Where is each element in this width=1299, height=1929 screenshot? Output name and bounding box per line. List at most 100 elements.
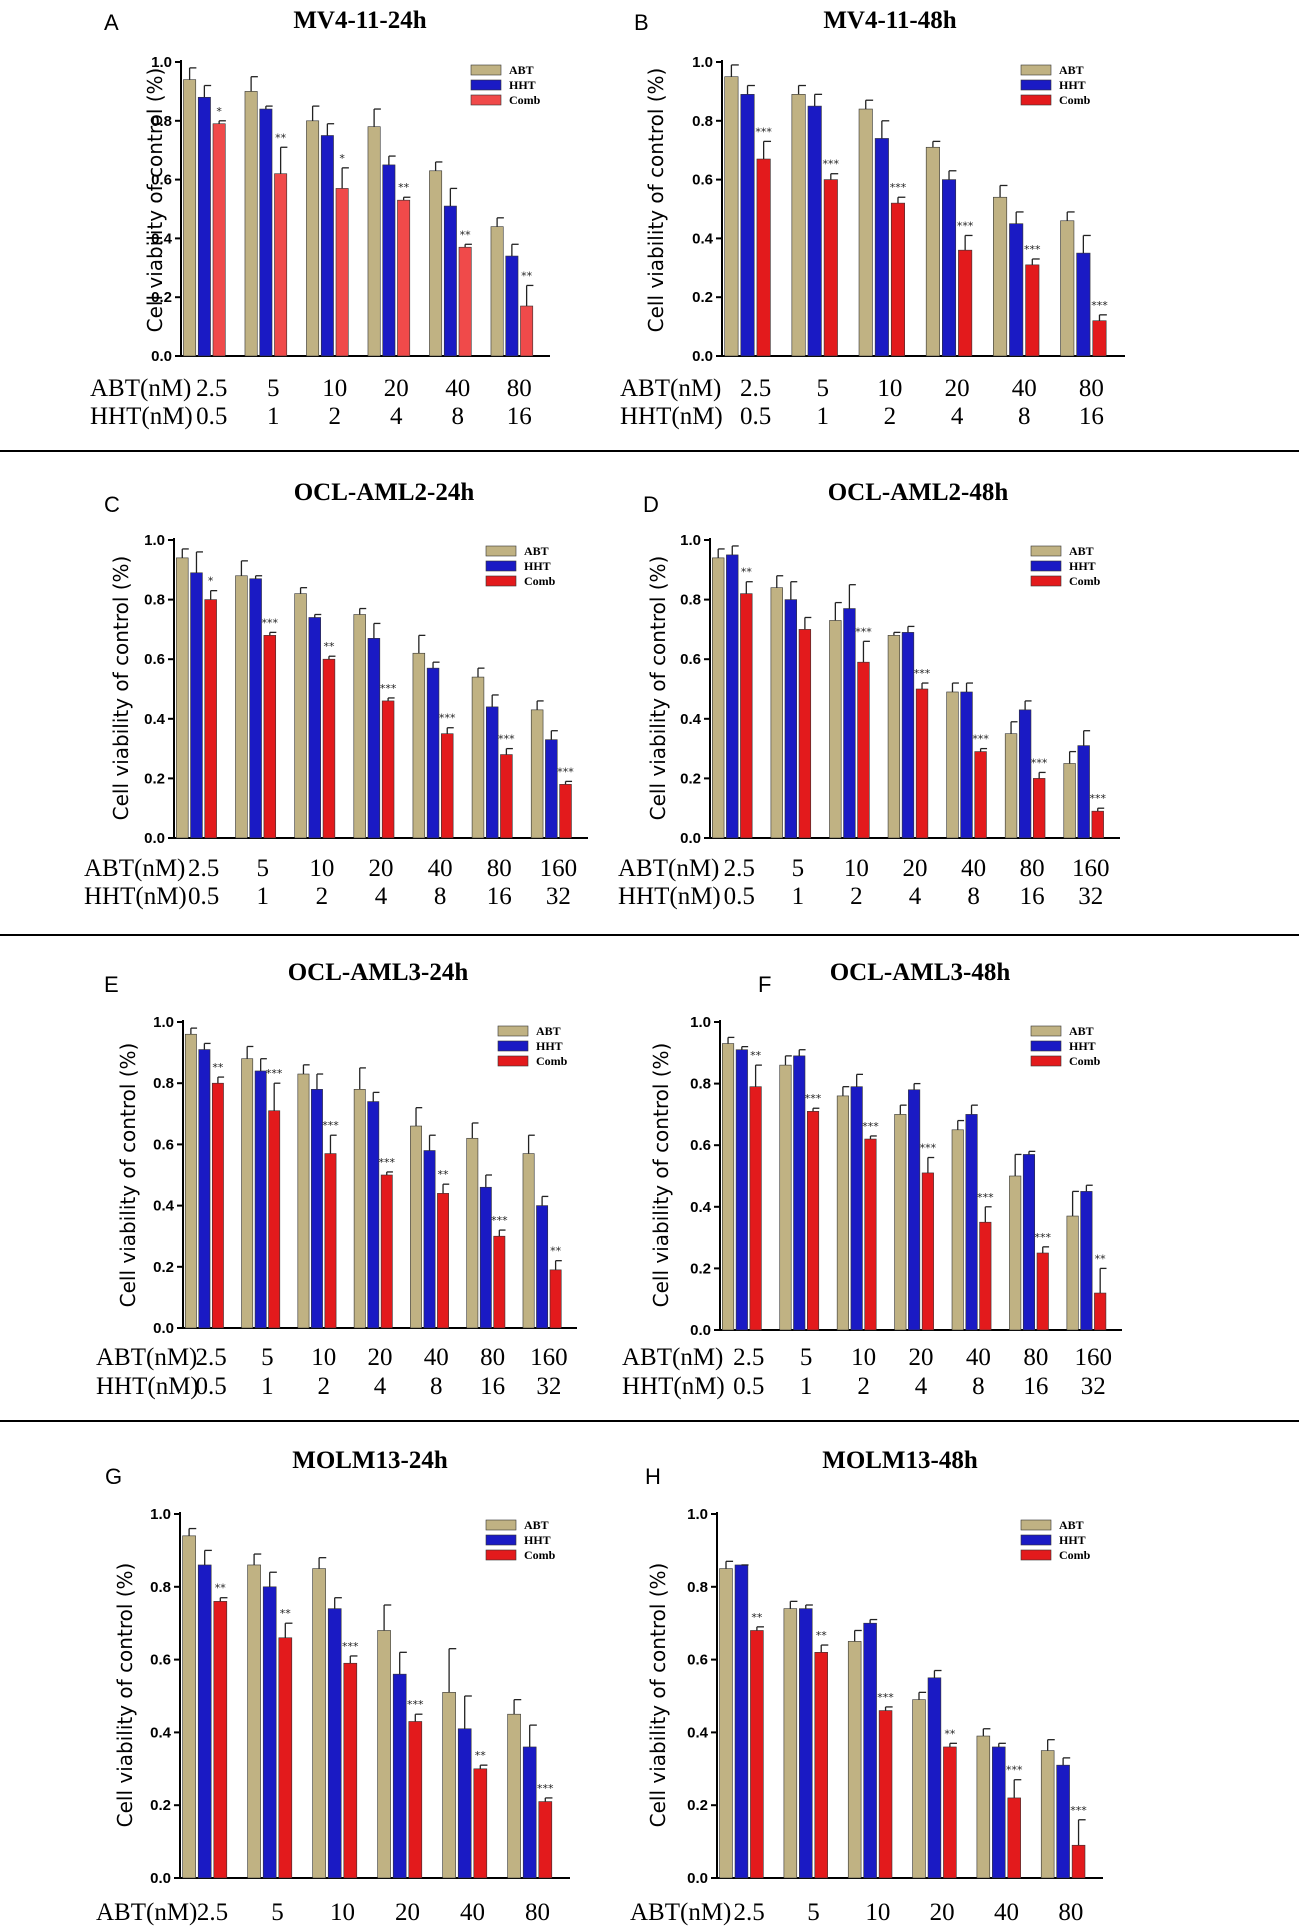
bar-abt bbox=[770, 587, 783, 839]
bar-comb bbox=[437, 1193, 449, 1329]
abt-dose-label: 40 bbox=[460, 1899, 485, 1926]
hht-dose-label: 0.5 bbox=[724, 883, 755, 910]
bar-comb bbox=[798, 629, 812, 839]
hht-dose-label: 2 bbox=[850, 883, 863, 910]
abt-dose-label: 80 bbox=[480, 1344, 505, 1371]
hht-dose-label: 8 bbox=[1018, 403, 1031, 430]
abt-row-label: ABT(nM) bbox=[630, 1899, 731, 1926]
significance-marker: *** bbox=[537, 1782, 554, 1795]
hht-dose-label: 2 bbox=[316, 883, 329, 910]
chart-g: G MOLM13-24h Cell viability of control (%)… bbox=[96, 1447, 570, 1929]
significance-marker: *** bbox=[914, 667, 931, 680]
significance-marker: *** bbox=[1031, 756, 1048, 769]
bar-comb bbox=[204, 599, 217, 839]
bar-abt bbox=[353, 614, 366, 839]
bar-hht bbox=[320, 135, 334, 357]
y-tick-label: 0.4 bbox=[680, 711, 702, 728]
bar-abt bbox=[1066, 1215, 1079, 1331]
y-axis-label: Cell viability of control (%) bbox=[143, 68, 167, 333]
significance-marker: *** bbox=[262, 616, 279, 629]
abt-dose-label: 10 bbox=[330, 1899, 355, 1926]
y-axis-label: Cell viability of control (%) bbox=[109, 556, 133, 821]
bar-hht bbox=[726, 554, 739, 839]
hht-dose-label: 4 bbox=[374, 1373, 387, 1400]
legend-swatch-comb bbox=[1030, 1055, 1062, 1067]
abt-dose-label: 2.5 bbox=[724, 855, 755, 882]
bar-abt bbox=[1004, 733, 1018, 839]
hht-dose-label: 1 bbox=[792, 883, 805, 910]
bar-abt bbox=[783, 1608, 798, 1879]
bar-abt bbox=[412, 652, 426, 839]
legend-label-abt: ABT bbox=[1059, 1518, 1084, 1532]
bar-comb bbox=[397, 199, 411, 357]
hht-dose-label: 8 bbox=[1000, 1927, 1013, 1929]
abt-dose-label: 2.5 bbox=[197, 1899, 228, 1926]
y-tick-label: 0.8 bbox=[153, 1075, 174, 1092]
y-tick-label: 0.8 bbox=[692, 113, 713, 130]
abt-dose-label: 20 bbox=[903, 855, 928, 882]
bar-comb bbox=[493, 1235, 506, 1329]
bar-abt bbox=[1063, 763, 1076, 839]
significance-marker: *** bbox=[491, 1214, 508, 1227]
hht-dose-label: 16 bbox=[507, 403, 532, 430]
bar-hht bbox=[874, 138, 889, 357]
hht-dose-label: 4 bbox=[951, 403, 964, 430]
hht-dose-label: 2 bbox=[317, 1373, 330, 1400]
legend-swatch-comb bbox=[470, 94, 502, 106]
bar-comb bbox=[890, 202, 905, 357]
bar-abt bbox=[490, 226, 504, 357]
y-tick-label: 0.6 bbox=[680, 651, 701, 668]
hht-dose-label: 32 bbox=[1081, 1373, 1106, 1400]
abt-dose-label: 5 bbox=[271, 1899, 284, 1926]
bar-comb bbox=[381, 700, 395, 839]
bar-abt bbox=[847, 1641, 862, 1879]
bar-comb bbox=[864, 1138, 877, 1331]
bar-abt bbox=[912, 1699, 926, 1879]
significance-marker: ** bbox=[944, 1727, 956, 1740]
significance-marker: ** bbox=[280, 1607, 292, 1620]
legend-swatch-hht bbox=[1030, 1040, 1062, 1052]
significance-marker: *** bbox=[920, 1142, 937, 1155]
significance-marker: *** bbox=[322, 1119, 339, 1132]
bar-hht bbox=[367, 638, 381, 839]
bar-comb bbox=[979, 1221, 992, 1331]
bar-abt bbox=[442, 1692, 456, 1879]
bar-comb bbox=[549, 1269, 562, 1329]
y-tick-label: 1.0 bbox=[692, 54, 713, 71]
legend-label-abt: ABT bbox=[524, 544, 549, 558]
bar-abt bbox=[712, 557, 725, 839]
significance-marker: *** bbox=[1006, 1764, 1023, 1777]
abt-dose-label: 20 bbox=[369, 855, 394, 882]
bar-abt bbox=[247, 1564, 261, 1879]
legend-label-hht: HHT bbox=[536, 1039, 563, 1053]
hht-dose-label: 1 bbox=[261, 1373, 274, 1400]
abt-dose-label: 40 bbox=[1012, 375, 1037, 402]
abt-dose-label: 80 bbox=[1020, 855, 1045, 882]
y-tick-label: 0.8 bbox=[151, 113, 172, 130]
legend-label-hht: HHT bbox=[524, 1533, 551, 1547]
abt-dose-label: 10 bbox=[311, 1344, 336, 1371]
significance-marker: *** bbox=[439, 712, 456, 725]
bar-hht bbox=[327, 1608, 342, 1879]
abt-dose-label: 20 bbox=[384, 375, 409, 402]
bar-abt bbox=[951, 1129, 964, 1331]
legend-label-comb: Comb bbox=[509, 93, 541, 107]
legend-label-abt: ABT bbox=[524, 1518, 549, 1532]
panel-letter: B bbox=[634, 10, 649, 35]
significance-marker: *** bbox=[380, 682, 397, 695]
bar-hht bbox=[259, 108, 273, 357]
y-tick-label: 0.4 bbox=[153, 1198, 175, 1215]
hht-row-label: HHT(nM) bbox=[96, 1373, 199, 1400]
abt-dose-label: 20 bbox=[945, 375, 970, 402]
bar-abt bbox=[946, 691, 959, 839]
panel-letter: C bbox=[104, 492, 120, 517]
bar-comb bbox=[212, 123, 226, 357]
bar-hht bbox=[735, 1049, 748, 1331]
y-tick-label: 0.2 bbox=[690, 1260, 711, 1277]
bar-hht bbox=[960, 691, 973, 839]
hht-dose-label: 0.5 bbox=[740, 403, 771, 430]
chart-b: B MV4-11-48h Cell viability of control (%)… bbox=[620, 7, 1125, 430]
bar-hht bbox=[522, 1746, 537, 1879]
significance-marker: *** bbox=[862, 1120, 879, 1133]
y-tick-label: 0.2 bbox=[151, 289, 172, 306]
